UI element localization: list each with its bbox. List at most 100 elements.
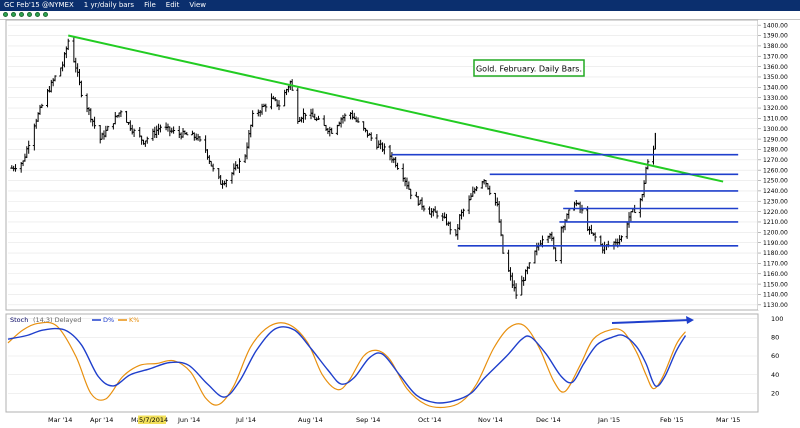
price-bar	[277, 100, 281, 111]
tool-icon[interactable]	[19, 12, 24, 17]
stoch-axis-ticks: 20 40 60 80 100	[771, 315, 783, 398]
price-tick-label: 1270.00	[763, 157, 788, 164]
price-tick-label: 1360.00	[763, 64, 788, 71]
menu-edit[interactable]: Edit	[165, 1, 180, 9]
price-bar	[172, 126, 176, 134]
price-tick-label: 1280.00	[763, 147, 788, 154]
price-bar	[14, 164, 18, 172]
stoch-header: Stoch (14,3) Delayed D% K%	[10, 316, 139, 324]
price-panel	[5, 19, 759, 311]
price-bar	[185, 131, 189, 136]
tool-icon[interactable]	[43, 12, 48, 17]
price-tick-label: 1190.00	[763, 240, 788, 247]
price-bar	[461, 208, 465, 217]
interval-label[interactable]: 1 yr/daily bars	[83, 1, 135, 9]
price-tick-label: 1130.00	[763, 302, 788, 309]
x-axis-label: Sep '14	[356, 416, 380, 424]
x-axis-label: Apr '14	[90, 416, 113, 424]
x-axis-label: Oct '14	[418, 416, 441, 424]
price-bar	[620, 235, 624, 242]
tool-icon[interactable]	[35, 12, 40, 17]
stoch-tick-label: 60	[771, 352, 779, 360]
x-axis: Mar '14 Apr '14 Ma 5/7/2014 Jun '14 Jul …	[48, 415, 740, 424]
price-tick-label: 1380.00	[763, 43, 788, 50]
stoch-tick-label: 100	[771, 315, 783, 323]
price-tick-label: 1260.00	[763, 167, 788, 174]
stoch-d-line	[7, 326, 687, 404]
price-tick-label: 1400.00	[763, 22, 788, 29]
x-axis-label: Feb '15	[660, 416, 684, 424]
x-axis-label: Jun '14	[177, 416, 200, 424]
x-axis-label: Jan '15	[597, 416, 620, 424]
price-bar	[251, 110, 255, 128]
price-tick-label: 1320.00	[763, 105, 788, 112]
stoch-panel	[5, 313, 759, 413]
stoch-up-arrow-head	[686, 316, 694, 324]
cursor-date-label: 5/7/2014	[139, 416, 168, 424]
price-tick-label: 1330.00	[763, 95, 788, 102]
tool-icon[interactable]	[27, 12, 32, 17]
price-tick-label: 1290.00	[763, 136, 788, 143]
menu-file[interactable]: File	[144, 1, 156, 9]
annotation-box	[473, 59, 585, 77]
tool-icon[interactable]	[11, 12, 16, 17]
price-bar	[303, 112, 307, 120]
price-bar	[554, 247, 558, 262]
price-bar	[488, 185, 492, 196]
price-bar	[593, 232, 597, 242]
menu-view[interactable]: View	[189, 1, 206, 9]
price-tick-label: 1240.00	[763, 188, 788, 195]
symbol-label[interactable]: GC Feb'15 @NYMEX	[4, 1, 74, 9]
price-axis-ticks: 1130.00 1140.00 1150.00 1160.00 1170.00 1180.…	[758, 22, 788, 309]
price-bar	[448, 221, 452, 235]
support-lines-layer	[391, 153, 739, 247]
price-bar	[369, 132, 373, 141]
stoch-label[interactable]: Stoch	[10, 316, 28, 324]
window-title-bar: GC Feb'15 @NYMEX 1 yr/daily bars File Ed…	[0, 0, 800, 11]
price-bar	[106, 125, 110, 131]
k-legend-label: K%	[129, 316, 139, 324]
price-bar	[40, 103, 44, 109]
price-bar	[132, 128, 136, 137]
price-bar	[501, 234, 505, 254]
price-bar	[343, 113, 347, 122]
x-axis-label: Mar '14	[48, 416, 72, 424]
price-axis	[758, 20, 800, 310]
annotation-text: Gold. February. Daily Bars.	[476, 65, 582, 74]
price-bar	[330, 127, 334, 134]
price-bar	[224, 179, 228, 188]
price-tick-label: 1250.00	[763, 178, 788, 185]
price-tick-label: 1350.00	[763, 74, 788, 81]
price-tick-label: 1200.00	[763, 230, 788, 237]
price-bar	[422, 205, 426, 212]
price-bar	[66, 38, 70, 51]
price-tick-label: 1170.00	[763, 261, 788, 268]
price-tick-label: 1300.00	[763, 126, 788, 133]
price-tick-label: 1140.00	[763, 292, 788, 299]
price-tick-label: 1390.00	[763, 33, 788, 40]
price-bar	[93, 116, 97, 129]
tool-icon[interactable]	[3, 12, 8, 17]
price-tick-label: 1220.00	[763, 209, 788, 216]
price-bar	[567, 209, 571, 219]
d-legend-label: D%	[103, 316, 114, 324]
price-tick-label: 1180.00	[763, 250, 788, 257]
price-bar	[145, 136, 149, 144]
price-tick-label: 1210.00	[763, 219, 788, 226]
x-axis-label: Mar '15	[716, 416, 740, 424]
price-bar	[211, 163, 215, 172]
price-bar	[264, 103, 268, 112]
price-tick-label: 1150.00	[763, 281, 788, 288]
price-tick-label: 1310.00	[763, 116, 788, 123]
price-bar	[475, 186, 479, 192]
x-axis-label: Aug '14	[298, 416, 323, 424]
resistance-trendline[interactable]	[68, 34, 724, 183]
stoch-k-line	[7, 321, 686, 409]
price-bar	[158, 124, 162, 133]
stoch-tick-label: 20	[771, 390, 779, 398]
price-bar	[237, 158, 241, 173]
x-axis-label: Dec '14	[536, 416, 561, 424]
price-bar	[409, 188, 413, 200]
